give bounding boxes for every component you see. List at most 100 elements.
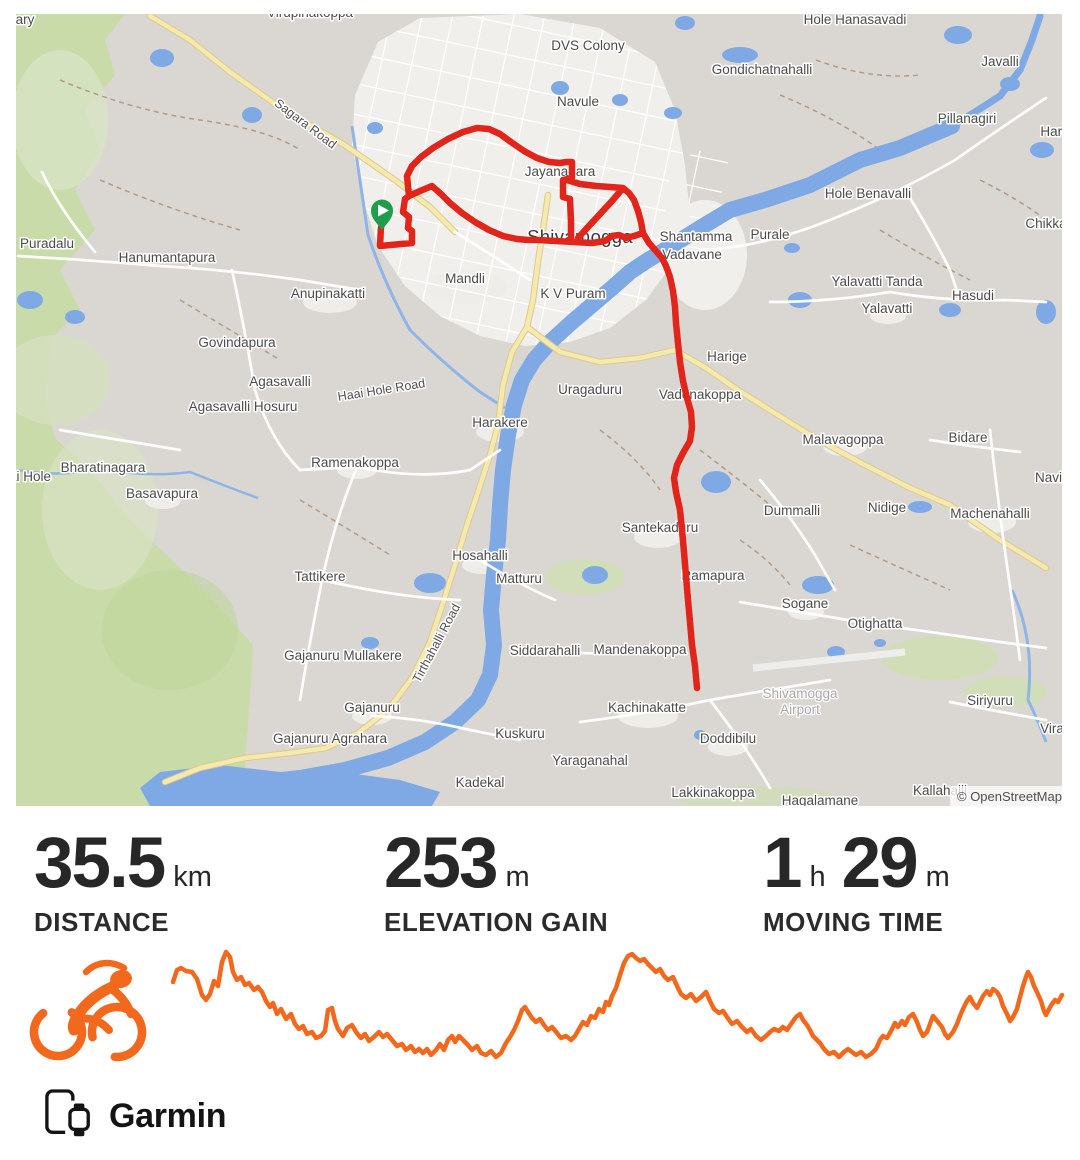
lake — [414, 573, 446, 593]
map-label: Yalavatti Tanda — [831, 274, 923, 289]
map-label: Hasudi — [952, 288, 994, 303]
map-label: Navule — [557, 94, 599, 109]
map-label: Chikka — [1025, 216, 1062, 231]
map-label: Siddarahalli — [510, 643, 581, 658]
map-label: Vadavane — [662, 247, 722, 262]
map-label: Hole Benavalli — [825, 186, 911, 201]
map-label: Basavapura — [126, 486, 199, 501]
map-label: Kachinakatte — [608, 700, 686, 715]
lake — [701, 471, 731, 493]
map-label: Ramapura — [681, 568, 745, 583]
map-label: Malavagoppa — [802, 432, 884, 447]
map-label: Kuskuru — [495, 726, 545, 741]
start-marker-icon — [371, 199, 393, 230]
map-label: Javalli — [981, 54, 1019, 69]
map-label: Siriyuru — [967, 693, 1013, 708]
map-label: Hole Hanasavadi — [804, 14, 907, 27]
lake — [551, 81, 569, 95]
lake — [664, 107, 682, 119]
lake — [582, 566, 608, 584]
lake — [784, 243, 800, 253]
map-label: Mandenakoppa — [593, 642, 687, 657]
map-label: Navil — [1035, 470, 1062, 485]
airport-runway — [752, 648, 906, 672]
map-label: Harakere — [472, 415, 528, 430]
lake — [361, 637, 379, 649]
map-label: Sogane — [782, 596, 829, 611]
map-label: ai Hole — [16, 469, 51, 484]
distance-value: 35.5 — [34, 824, 166, 903]
map-label: Hosahalli — [452, 548, 508, 563]
lake — [150, 49, 174, 67]
stat-moving-time: 1 h 29 m MOVING TIME — [763, 828, 950, 938]
map-label: Gajanuru — [344, 700, 400, 715]
map-label: Harige — [707, 349, 747, 364]
moving-time-minutes-unit: m — [925, 861, 950, 893]
map-label: Virupinakoppa — [267, 14, 354, 20]
map-label: Shivamogga — [762, 686, 838, 701]
river — [17, 14, 1048, 806]
lake — [1036, 300, 1056, 324]
map-label: Lakkinakoppa — [671, 785, 755, 800]
map-label: Airport — [780, 702, 820, 717]
lake — [242, 107, 262, 123]
map-label: Hagalamane — [782, 793, 859, 806]
moving-time-label: MOVING TIME — [763, 907, 944, 937]
map-label: ary — [16, 14, 35, 27]
map-label: Anupinakatti — [291, 286, 365, 301]
map-label: Vadonakoppa — [659, 387, 742, 402]
map-label: Vira — [1040, 721, 1062, 736]
map-label: Jayanagara — [525, 164, 596, 179]
elevation-line — [170, 949, 1065, 1060]
lake — [722, 47, 758, 63]
map-label: Dummalli — [764, 503, 820, 518]
elevation-sparkline — [170, 949, 1065, 1060]
source-row: Garmin — [44, 1088, 227, 1144]
lake — [908, 501, 932, 513]
lakes — [17, 16, 1056, 740]
map-label: Gajanuru Agrahara — [273, 731, 388, 746]
map-label: Haro — [1040, 124, 1062, 139]
cyclist-icon — [29, 959, 147, 1062]
map-label: K V Puram — [540, 286, 605, 301]
urban-areas — [145, 14, 1016, 756]
elevation-label: ELEVATION GAIN — [384, 907, 609, 937]
map-label: Agasavalli — [249, 374, 311, 389]
route-path — [376, 124, 701, 692]
lake — [802, 576, 834, 594]
map-label: Matturu — [496, 571, 542, 586]
distance-unit: km — [173, 861, 212, 893]
map-label: Gajanuru Mullakere — [284, 648, 402, 663]
map-label: Shantamma — [660, 229, 733, 244]
stat-elevation-gain: 253 m ELEVATION GAIN — [384, 828, 608, 938]
moving-time-hours-unit: h — [809, 861, 826, 893]
map-label: Govindapura — [198, 335, 276, 350]
map-label: Gondichatnahalli — [712, 62, 813, 77]
lake — [1000, 77, 1020, 91]
map-label: Bidare — [948, 430, 987, 445]
map-label: Puradalu — [20, 236, 74, 251]
lake — [827, 646, 845, 658]
lake — [1030, 142, 1054, 158]
map-label: Yaraganahal — [552, 753, 628, 768]
trails — [59, 59, 1047, 591]
minor-roads — [16, 96, 1048, 790]
map-label: DVS Colony — [551, 38, 625, 53]
map-label: Kadekal — [456, 775, 505, 790]
map-label: Otighatta — [848, 616, 903, 631]
lake — [367, 122, 383, 134]
map-label: Pillanagiri — [938, 111, 997, 126]
source-name: Garmin — [109, 1096, 227, 1135]
lake — [65, 310, 85, 324]
lake — [788, 292, 812, 308]
map-label: Machenahalli — [950, 506, 1030, 521]
osm-attribution[interactable]: © OpenStreetMap — [950, 786, 1062, 806]
osm-attribution-label[interactable]: © OpenStreetMap — [957, 789, 1062, 804]
map-label: Yalavatti — [862, 301, 913, 316]
route-map[interactable]: ary Virupinakoppa Hole Hanasavadi DVS Colon… — [16, 14, 1062, 806]
major-roads — [146, 14, 1050, 786]
map-label: Agasavalli Hosuru — [189, 399, 298, 414]
lake — [675, 16, 695, 30]
map-label: Purale — [750, 227, 789, 242]
distance-label: DISTANCE — [34, 907, 169, 937]
